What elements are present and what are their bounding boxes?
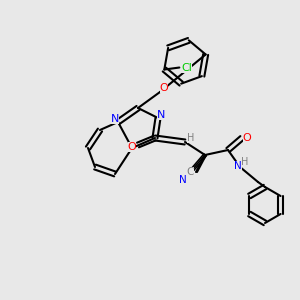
- Text: N: N: [157, 110, 165, 120]
- Text: Cl: Cl: [181, 62, 192, 73]
- Text: H: H: [241, 157, 249, 167]
- Text: N: N: [234, 161, 242, 171]
- Text: O: O: [160, 83, 168, 93]
- Text: N: N: [111, 114, 119, 124]
- Text: O: O: [243, 133, 251, 143]
- Text: N: N: [179, 175, 187, 185]
- Text: O: O: [128, 142, 136, 152]
- Text: H: H: [187, 133, 195, 143]
- Text: C: C: [186, 167, 194, 177]
